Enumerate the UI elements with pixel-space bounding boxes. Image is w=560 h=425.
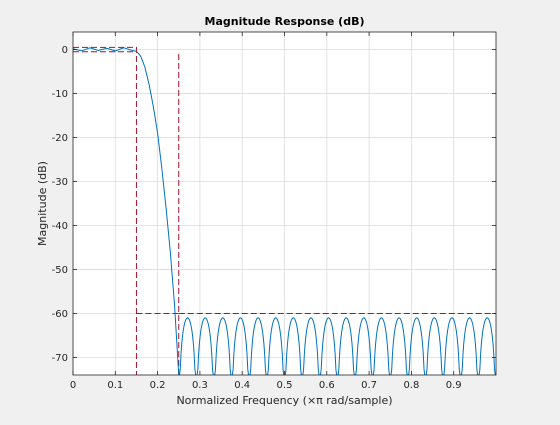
- y-tick-label: -10: [52, 89, 68, 100]
- x-tick-label: 0.7: [361, 380, 377, 391]
- y-tick-label: -20: [52, 133, 68, 144]
- ticks: 0 0.1 0.2 0.3 0.4 0.5 0.6 0.7 0.8 0.9 0 -10 -20 -30 -4…: [52, 32, 496, 391]
- specification-mask-segment: [73, 46, 137, 375]
- y-axis-label: Magnitude (dB): [36, 161, 49, 246]
- x-axis-label: Normalized Frequency (×π rad/sample): [176, 394, 392, 407]
- x-tick-label: 0.5: [277, 380, 293, 391]
- x-tick-label: 0.1: [107, 380, 123, 391]
- plot-area: [73, 46, 496, 375]
- magnitude-response-line: [73, 47, 496, 375]
- x-tick-label: 0.6: [319, 380, 335, 391]
- x-tick-label: 0.2: [150, 380, 166, 391]
- x-tick-label: 0: [70, 380, 76, 391]
- y-tick-label: 0: [62, 45, 68, 56]
- x-tick-label: 0.3: [192, 380, 208, 391]
- y-tick-label: -60: [52, 309, 68, 320]
- y-tick-label: -40: [52, 221, 68, 232]
- y-tick-label: -70: [52, 353, 68, 364]
- x-tick-label: 0.9: [446, 380, 462, 391]
- x-tick-label: 0.8: [403, 380, 419, 391]
- x-tick-label: 0.4: [234, 380, 250, 391]
- grid: [72, 32, 496, 375]
- chart-title: Magnitude Response (dB): [205, 15, 365, 28]
- y-tick-label: -50: [52, 265, 68, 276]
- y-tick-label: -30: [52, 177, 68, 188]
